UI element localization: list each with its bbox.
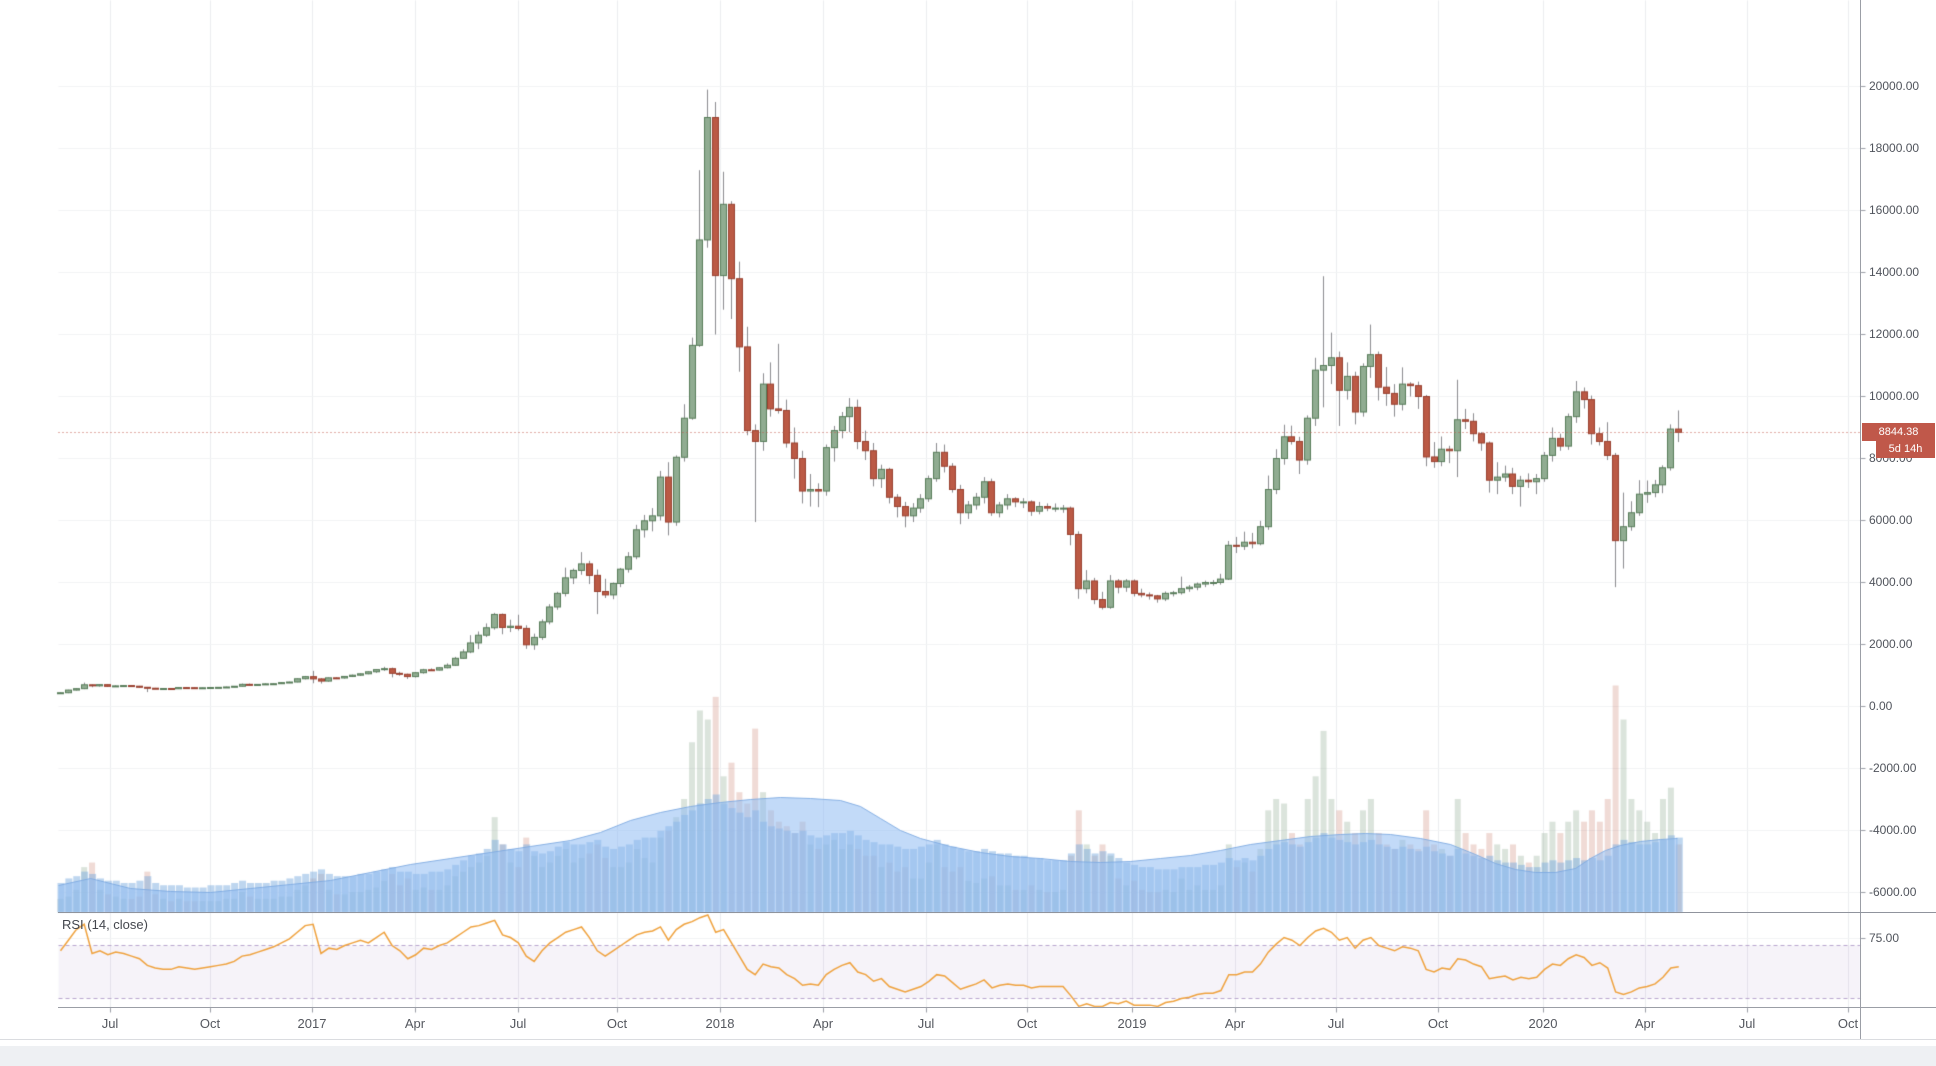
time-tick-label: Oct: [1016, 1016, 1038, 1031]
price-axis[interactable]: 20000.00 18000.00 16000.00 14000.00 12000.00…: [1861, 0, 1936, 1007]
rsi-axis-tick-label: 75.00: [1869, 931, 1900, 946]
time-tick-label: Apr: [812, 1016, 834, 1031]
time-tick-label: 2018: [705, 1016, 735, 1031]
price-tick-label: 2000.00: [1869, 637, 1913, 651]
time-tick-label: Oct: [199, 1016, 221, 1031]
time-tick-label: Apr: [1634, 1016, 1656, 1031]
rsi-indicator-legend[interactable]: RSI (14, close): [62, 917, 148, 932]
time-tick-label: Jul: [917, 1016, 935, 1031]
price-tick-label: 16000.00: [1869, 203, 1920, 217]
last-price-badge: 8844.38: [1862, 423, 1935, 441]
price-tick-label: 18000.00: [1869, 141, 1920, 155]
price-tick-label: 0.00: [1869, 699, 1893, 713]
widget-bottom-border: [0, 1039, 1936, 1040]
time-tick-label: 2020: [1528, 1016, 1558, 1031]
price-tick-label: 12000.00: [1869, 327, 1920, 341]
time-axis-border: [58, 1007, 1936, 1008]
time-tick-label: Jul: [101, 1016, 119, 1031]
time-tick-label: Oct: [1837, 1016, 1859, 1031]
price-tick-label: 10000.00: [1869, 389, 1920, 403]
time-tick-label: Oct: [606, 1016, 628, 1031]
price-tick-label: 6000.00: [1869, 513, 1913, 527]
time-tick-label: Jul: [1738, 1016, 1756, 1031]
time-axis[interactable]: Jul Oct 2017 Apr Jul Oct 2018 Apr Jul Oct 2019 Apr J…: [0, 1008, 1936, 1038]
time-tick-label: Apr: [404, 1016, 426, 1031]
time-tick-label: Jul: [1327, 1016, 1345, 1031]
time-tick-label: 2019: [1117, 1016, 1147, 1031]
price-tick-label: -2000.00: [1869, 761, 1917, 775]
bar-countdown-badge: 5d 14h: [1876, 441, 1935, 458]
price-tick-label: 20000.00: [1869, 79, 1920, 93]
page-bottom-strip: [0, 1046, 1936, 1066]
price-tick-label: -4000.00: [1869, 823, 1917, 837]
time-tick-label: Oct: [1427, 1016, 1449, 1031]
price-tick-label: -6000.00: [1869, 885, 1917, 899]
pane-separator[interactable]: [58, 912, 1936, 913]
price-tick-label: 14000.00: [1869, 265, 1920, 279]
price-axis-border: [1860, 0, 1861, 1039]
time-tick-label: Apr: [1224, 1016, 1246, 1031]
price-tick-label: 4000.00: [1869, 575, 1913, 589]
time-tick-label: 2017: [297, 1016, 327, 1031]
time-tick-label: Jul: [509, 1016, 527, 1031]
